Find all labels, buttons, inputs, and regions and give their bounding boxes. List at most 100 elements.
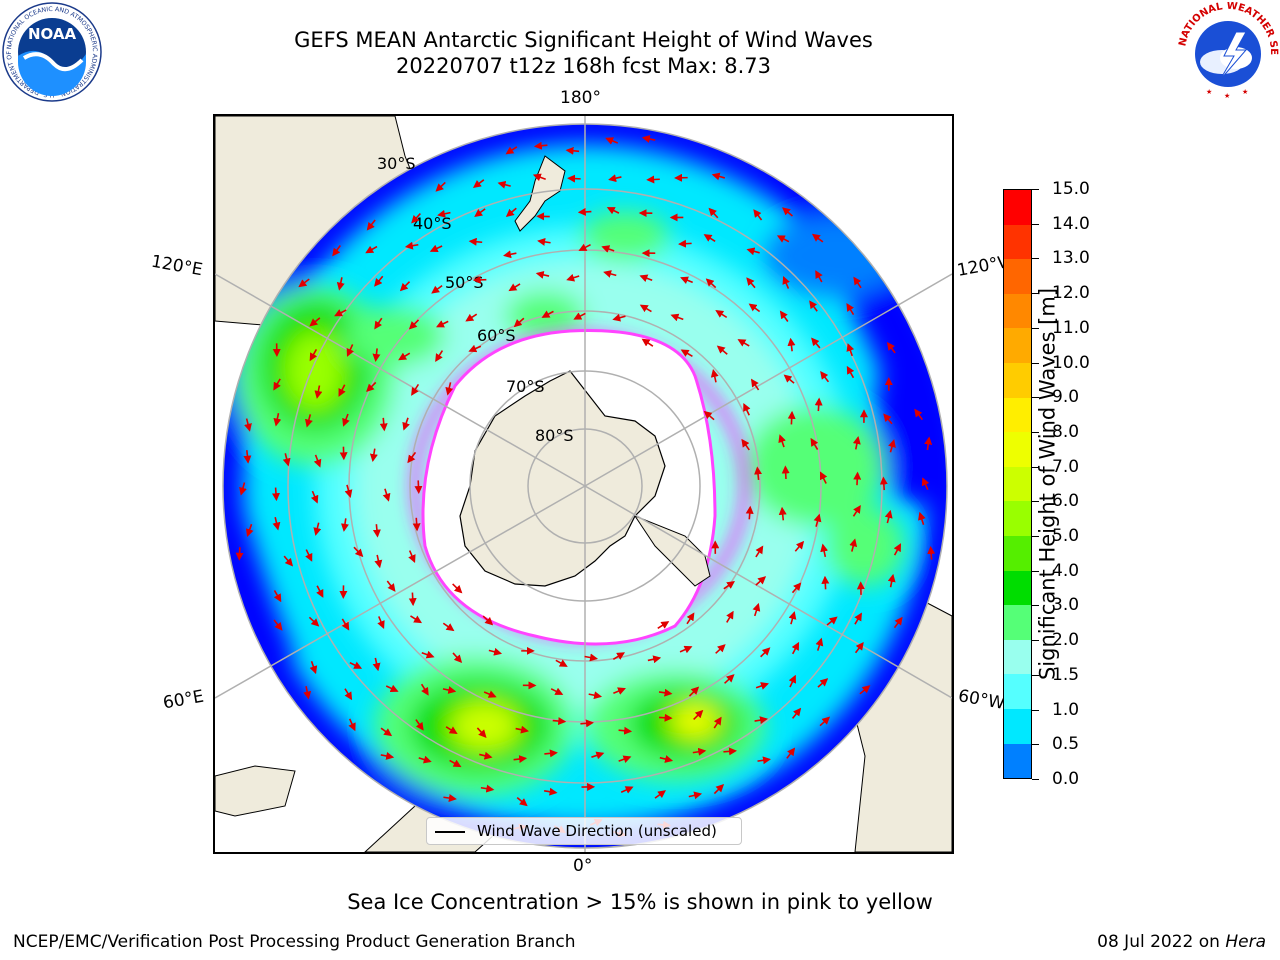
wind-wave-arrow — [787, 337, 796, 352]
lon-label-60e: 60°E — [161, 686, 206, 714]
noaa-logo: NATIONAL OCEANIC AND ATMOSPHERIC ADMINIS… — [0, 0, 104, 102]
wind-wave-arrow — [537, 237, 551, 246]
wind-wave-arrow — [309, 317, 321, 327]
wind-wave-arrow — [654, 790, 667, 799]
colorbar-tick-mark — [1032, 640, 1039, 642]
lat-label-30s: 30°S — [377, 154, 416, 173]
wind-wave-arrow — [753, 209, 763, 221]
map-canvas: 30°S 40°S 50°S 60°S 70°S 80°S — [215, 116, 952, 852]
wind-wave-arrow — [811, 233, 824, 243]
wind-wave-arrow — [442, 686, 457, 694]
wind-wave-arrow — [479, 751, 493, 760]
colorbar — [1003, 189, 1032, 779]
wind-wave-arrow — [613, 687, 626, 695]
new-zealand — [514, 155, 566, 232]
wind-wave-arrow — [657, 621, 670, 630]
legend-label: Wind Wave Direction (unscaled) — [477, 822, 717, 840]
map-title: GEFS MEAN Antarctic Significant Height o… — [294, 28, 873, 52]
wind-wave-arrow — [713, 783, 725, 795]
colorbar-tick-label: 6.0 — [1052, 491, 1080, 512]
wind-wave-arrow — [810, 437, 819, 451]
wind-wave-arrow — [737, 339, 750, 347]
colorbar-tick-mark — [1032, 779, 1039, 780]
wind-wave-arrow — [377, 616, 385, 629]
wind-wave-arrow — [372, 657, 381, 672]
wind-wave-arrow — [603, 270, 617, 278]
wind-wave-arrow — [309, 660, 318, 675]
wind-wave-arrow — [821, 575, 830, 590]
wind-wave-arrow — [710, 369, 719, 383]
wind-wave-arrow — [884, 509, 893, 524]
wind-wave-arrow — [314, 385, 323, 399]
colorbar-tick-mark — [1032, 397, 1039, 399]
wind-wave-arrow — [513, 755, 528, 764]
wind-wave-arrow — [303, 686, 312, 700]
wind-wave-arrow — [723, 747, 737, 756]
colorbar-tick-label: 0.0 — [1052, 769, 1080, 789]
colorbar-segment — [1004, 259, 1031, 294]
svg-text:NOAA: NOAA — [28, 25, 77, 43]
svg-text:★: ★ — [1206, 88, 1212, 96]
wind-wave-arrow — [813, 513, 822, 527]
wind-wave-arrow — [708, 207, 719, 219]
wind-wave-arrow — [476, 727, 487, 738]
lat-label-80s: 80°S — [535, 426, 574, 445]
wind-wave-arrow — [887, 573, 896, 588]
colorbar-tick-label: 3.0 — [1052, 595, 1080, 616]
wind-wave-arrow — [817, 678, 829, 688]
wind-wave-arrow — [746, 277, 756, 289]
wind-wave-arrow — [819, 716, 831, 727]
wind-wave-arrow — [304, 414, 313, 428]
wind-wave-arrow — [245, 523, 254, 538]
colorbar-tick-mark — [1032, 501, 1039, 503]
wind-wave-arrow — [398, 352, 411, 361]
wind-wave-arrow — [826, 616, 838, 626]
wind-wave-arrow — [846, 343, 855, 357]
wind-wave-arrow — [374, 554, 383, 569]
wind-wave-arrow — [415, 719, 424, 731]
wind-wave-arrow — [814, 397, 823, 412]
wind-wave-arrow — [755, 682, 769, 690]
wind-wave-arrow — [369, 448, 378, 463]
antarctica — [459, 370, 666, 587]
wind-wave-arrow — [703, 410, 715, 421]
wind-wave-arrow — [786, 747, 796, 759]
wind-wave-arrow — [745, 505, 754, 520]
wind-wave-arrow — [852, 504, 861, 517]
wind-wave-arrow — [782, 207, 793, 217]
wind-wave-arrow — [421, 650, 435, 659]
wind-wave-arrow — [849, 538, 858, 552]
wind-wave-arrow — [888, 439, 896, 453]
wind-wave-arrow — [659, 755, 674, 763]
wind-wave-arrow — [580, 719, 594, 728]
latitude-labels: 30°S 40°S 50°S 60°S 70°S 80°S — [377, 154, 574, 445]
colorbar-segment — [1004, 224, 1031, 260]
wind-wave-arrow — [591, 751, 605, 760]
colorbar-segment — [1004, 639, 1031, 675]
wind-wave-arrow — [372, 524, 381, 538]
wind-wave-arrow — [680, 349, 693, 357]
wind-wave-arrow — [332, 245, 341, 257]
wind-wave-arrow — [711, 172, 726, 181]
colorbar-tick-mark — [1032, 258, 1039, 260]
wind-wave-arrow — [243, 450, 252, 464]
wind-wave-arrow — [316, 585, 324, 598]
wind-wave-arrow — [746, 247, 760, 256]
wind-wave-arrow — [852, 436, 861, 450]
wind-wave-arrow — [788, 611, 797, 625]
wind-wave-arrow — [271, 487, 280, 502]
wind-wave-arrow — [505, 146, 518, 155]
wind-wave-arrow — [442, 622, 455, 632]
wind-wave-arrow — [344, 484, 353, 498]
wind-wave-arrow — [853, 471, 862, 486]
wind-wave-arrow — [380, 727, 393, 737]
wind-wave-arrow — [313, 522, 322, 536]
wind-wave-arrow — [445, 726, 458, 735]
wind-wave-arrow — [567, 174, 581, 183]
wind-wave-arrow — [606, 207, 620, 215]
wind-wave-arrow — [820, 371, 830, 383]
colorbar-tick-label: 4.0 — [1052, 560, 1080, 581]
wind-wave-arrow — [313, 454, 322, 468]
wind-wave-arrow — [385, 684, 399, 693]
colorbar-tick-label: 10.0 — [1052, 352, 1090, 373]
